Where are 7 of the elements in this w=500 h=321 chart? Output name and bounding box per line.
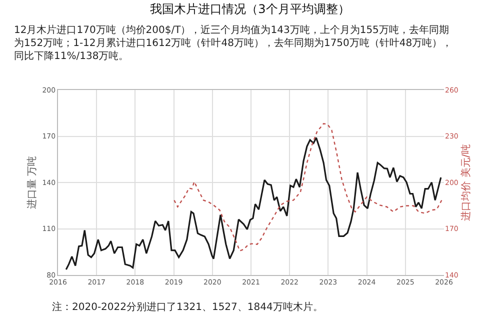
y2-axis-title: 进口均价 美元/吨: [460, 144, 472, 221]
chart-title: 我国木片进口情况（3个月平均调整）: [150, 2, 350, 16]
line-series: [65, 136, 442, 270]
text: 注：2020-2022分别进口了1321、1527、1844万吨木片。: [52, 301, 323, 313]
chart-subtitle: 12月木片进口170万吨（均价200$/T），近三个月均值为143万吨，上个月为155万吨，去年同期为152万吨；1-12月累计进口1612万吨（针叶48万吨），去年同期为1750万吨（针叶48万吨），同比下降11%/138万吨。: [14, 24, 452, 62]
y-axis-title: 进口量 万吨: [26, 156, 38, 210]
line-series: [174, 123, 442, 252]
